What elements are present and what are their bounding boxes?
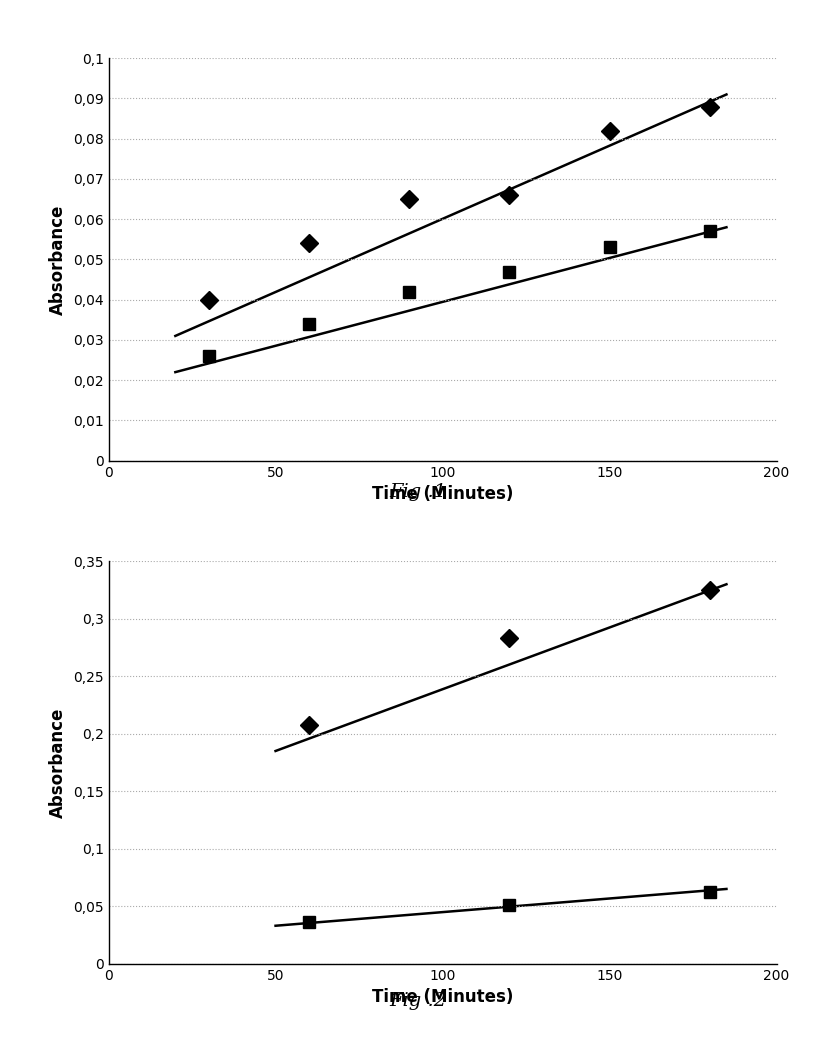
Text: Fig .1: Fig .1 [389,484,446,501]
Y-axis label: Absorbance: Absorbance [49,204,68,315]
X-axis label: Time (Minutes): Time (Minutes) [372,988,514,1006]
X-axis label: Time (Minutes): Time (Minutes) [372,485,514,503]
Y-axis label: Absorbance: Absorbance [49,707,68,818]
Text: Fig .2: Fig .2 [389,992,446,1009]
